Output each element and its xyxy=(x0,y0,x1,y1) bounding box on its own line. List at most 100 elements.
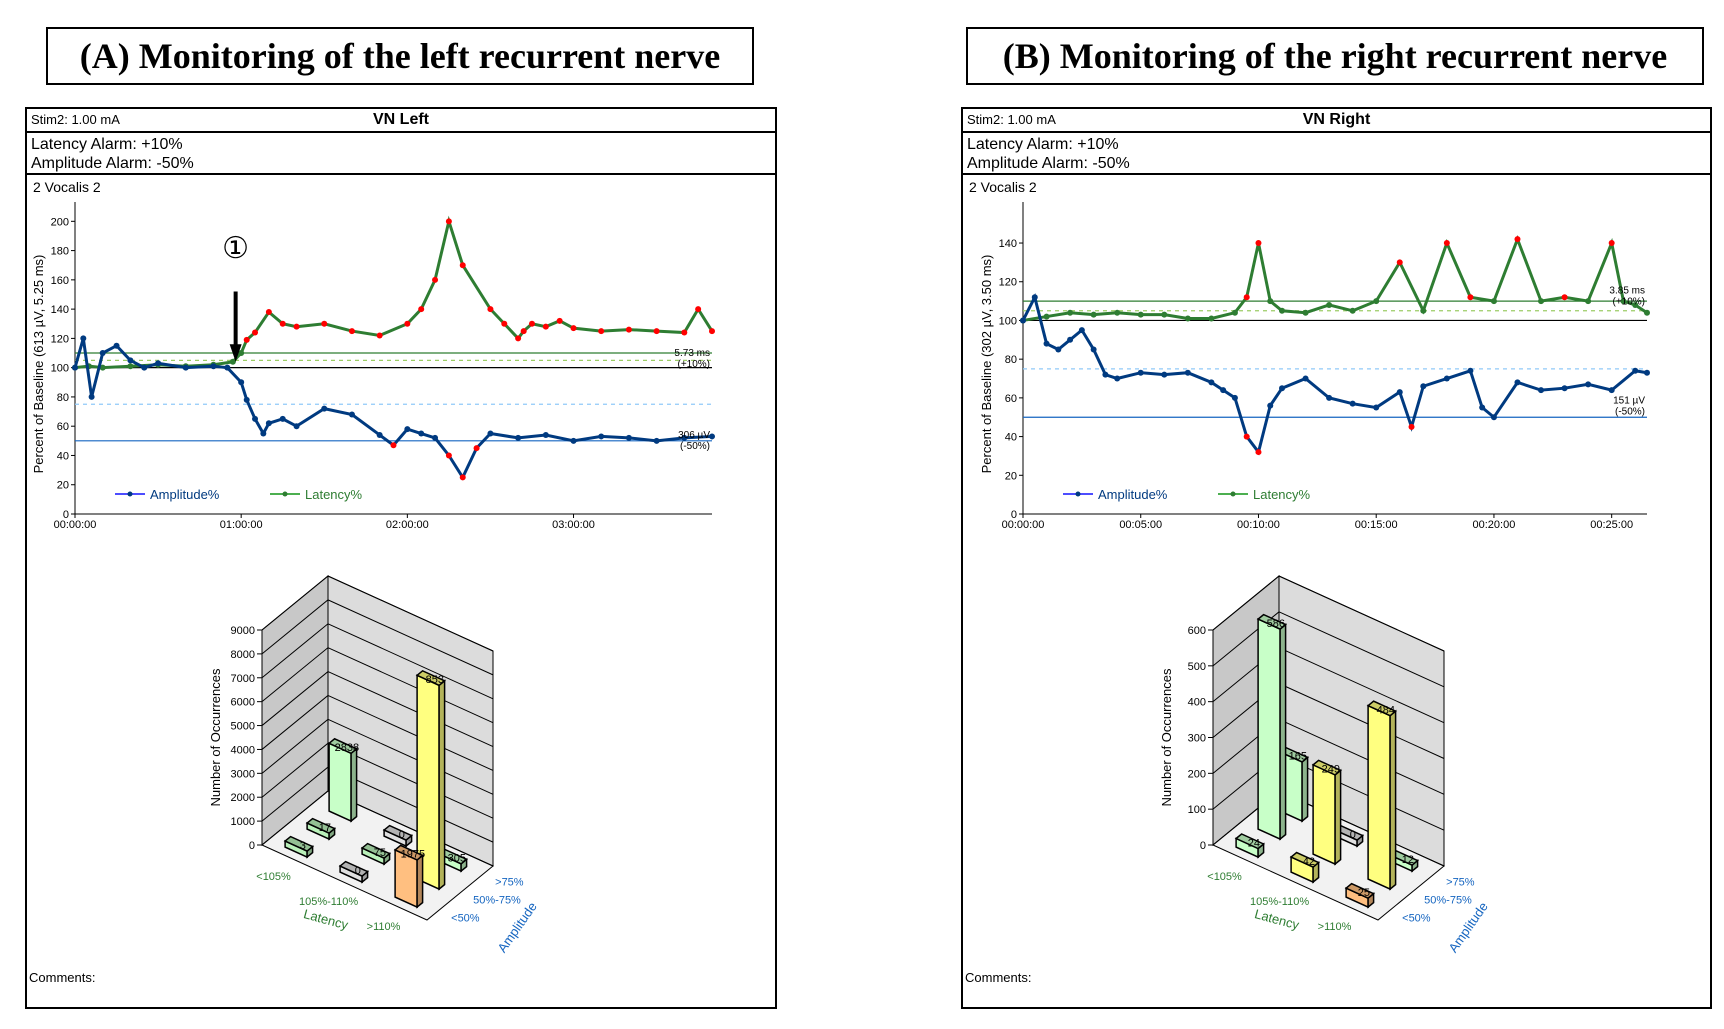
chart-area: 2 Vocalis 2 0 20 40 60 80 100 120 140 160 180 200 0… xyxy=(27,175,775,985)
y-axis-title: Percent of Baseline (613 µV, 5.25 ms) xyxy=(31,255,46,474)
latency-category-label: 105%-110% xyxy=(299,896,358,908)
bar-<105%-<50%: 3 xyxy=(283,835,315,859)
gridline xyxy=(1212,575,1445,652)
x-tick-label: 01:00:00 xyxy=(220,519,263,529)
data-point xyxy=(1090,346,1097,353)
data-point xyxy=(459,474,466,481)
amplitude-category-label: 50%-75% xyxy=(1424,895,1472,907)
y-tick-label: 140 xyxy=(51,304,69,316)
panel-header: Stim2: 1.00 mA VN Left xyxy=(27,109,775,133)
gridline xyxy=(261,599,494,676)
data-point xyxy=(376,431,383,438)
bar-top-face xyxy=(382,824,414,841)
amplitude-category-label: 50%-75% xyxy=(473,895,521,907)
data-point xyxy=(293,323,300,330)
comments-label: Comments: xyxy=(965,970,1032,985)
data-point xyxy=(88,393,95,400)
data-point xyxy=(1490,414,1497,421)
data-point xyxy=(321,405,328,412)
data-point xyxy=(238,379,245,386)
bar-value-label: 853 xyxy=(426,674,444,686)
panel-header: Stim2: 1.00 mA VN Right xyxy=(963,109,1710,133)
data-point xyxy=(279,415,286,422)
data-point xyxy=(99,350,106,357)
annotation-arrow-head xyxy=(229,344,242,362)
y-tick-label: 120 xyxy=(999,277,1017,289)
alarm-settings: Latency Alarm: +10% Amplitude Alarm: -50… xyxy=(963,133,1710,175)
panel-left-nerve: Stim2: 1.00 mA VN Left Latency Alarm: +1… xyxy=(25,107,777,1009)
y-tick-label: 500 xyxy=(1188,661,1206,673)
bar-side-face xyxy=(1301,755,1309,823)
data-point xyxy=(501,320,508,327)
legend-label: Amplitude% xyxy=(150,487,220,502)
y-tick-label: 3000 xyxy=(231,768,255,780)
data-point xyxy=(445,218,452,225)
bar-top-face xyxy=(1344,882,1376,900)
data-point xyxy=(243,336,250,343)
bar->110%-<50%: 1975 xyxy=(393,844,425,909)
bar-value-label: 17 xyxy=(319,822,331,834)
trend-chart-left: 0 20 40 60 80 100 120 140 160 180 200 00:00:00 01:00… xyxy=(31,202,715,529)
y-tick-label: 8000 xyxy=(231,649,255,661)
bar-top-face xyxy=(1289,851,1321,868)
data-point xyxy=(1302,375,1309,382)
data-point xyxy=(1443,240,1450,247)
y-tick-label: 300 xyxy=(1188,733,1206,745)
data-point xyxy=(1585,381,1592,388)
data-point xyxy=(653,328,660,335)
y-tick-label: 0 xyxy=(1011,509,1017,521)
y-tick-label: 60 xyxy=(1005,393,1017,405)
latency-category-label: <105% xyxy=(256,871,291,883)
series-line-amplitude xyxy=(73,337,713,481)
legend-label: Latency% xyxy=(305,487,363,502)
y-tick-label: 100 xyxy=(51,363,69,375)
data-point xyxy=(155,360,162,367)
data-point xyxy=(238,350,245,357)
data-point xyxy=(404,320,411,327)
data-point xyxy=(653,437,660,444)
data-point xyxy=(1243,294,1250,301)
chart-area: 2 Vocalis 2 0 20 40 60 80 100 120 140 00:00:00 00… xyxy=(963,175,1710,985)
data-point xyxy=(348,328,355,335)
bar-front-face xyxy=(1367,704,1391,891)
data-point xyxy=(1090,311,1097,318)
data-point xyxy=(1055,346,1062,353)
y-tick-label: 400 xyxy=(1188,697,1206,709)
bar-side-face xyxy=(416,853,424,909)
data-point xyxy=(1267,402,1274,409)
bar-<105%->75%: 2838 xyxy=(327,737,359,823)
data-point xyxy=(265,309,272,316)
data-point xyxy=(598,328,605,335)
y-tick-label: 0 xyxy=(1200,840,1206,852)
bar-value-label: 75 xyxy=(374,847,386,859)
data-point xyxy=(445,452,452,459)
latency-axis-title: Latency xyxy=(1253,906,1301,932)
data-point xyxy=(1514,236,1521,243)
y-tick-label: 80 xyxy=(57,392,69,404)
data-point xyxy=(432,276,439,283)
x-tick-label: 00:15:00 xyxy=(1355,519,1398,529)
bar-105%-110%->75%: 0 xyxy=(382,824,414,848)
data-point xyxy=(570,437,577,444)
legend-label: Amplitude% xyxy=(1098,487,1168,502)
panel-title: VN Right xyxy=(1302,111,1371,128)
data-point xyxy=(1114,375,1121,382)
amplitude-alarm: Amplitude Alarm: -50% xyxy=(967,155,1130,172)
y-tick-label: 6000 xyxy=(231,697,255,709)
y-tick-label: 180 xyxy=(51,246,69,258)
data-point xyxy=(1349,400,1356,407)
data-point xyxy=(279,320,286,327)
stim-setting: Stim2: 1.00 mA xyxy=(31,112,120,127)
data-point xyxy=(1078,327,1085,334)
data-point xyxy=(598,433,605,440)
data-point xyxy=(1031,294,1038,301)
data-point xyxy=(1443,375,1450,382)
data-point xyxy=(1644,309,1650,316)
bar-value-label: 305 xyxy=(448,853,466,865)
amplitude-category-label: >75% xyxy=(495,877,524,889)
data-point xyxy=(127,363,134,370)
data-point xyxy=(625,326,632,333)
x-tick-label: 00:25:00 xyxy=(1590,519,1633,529)
data-point xyxy=(376,332,383,339)
bar-top-face xyxy=(415,669,447,687)
